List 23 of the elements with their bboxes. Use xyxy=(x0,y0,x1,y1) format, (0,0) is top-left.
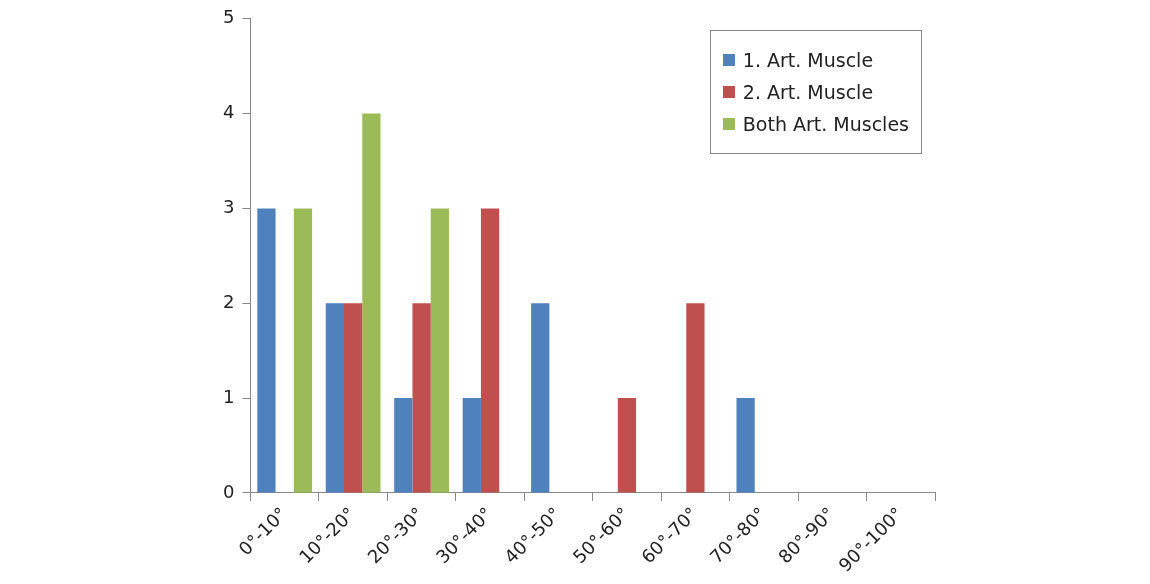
y-tick-label: 5 xyxy=(223,6,235,28)
bar xyxy=(430,208,449,493)
bar xyxy=(736,398,755,493)
bar xyxy=(686,303,705,493)
y-tick-label: 1 xyxy=(223,385,235,407)
bar xyxy=(362,113,381,493)
legend-label: Both Art. Muscles xyxy=(742,113,909,135)
y-tick-label: 3 xyxy=(223,196,235,218)
y-tick-label: 0 xyxy=(223,480,235,502)
legend-label: 2. Art. Muscle xyxy=(742,81,874,103)
bar xyxy=(462,398,481,493)
bar xyxy=(344,303,363,493)
bar xyxy=(257,208,276,493)
bar xyxy=(325,303,345,493)
legend-label: 1. Art. Muscle xyxy=(742,49,874,71)
bar xyxy=(394,398,413,493)
bar xyxy=(531,303,550,493)
bar xyxy=(293,208,313,493)
bar xyxy=(412,303,431,493)
bar xyxy=(617,398,637,493)
bar xyxy=(480,208,500,493)
y-tick-label: 2 xyxy=(223,290,235,312)
y-tick-label: 4 xyxy=(223,101,235,123)
